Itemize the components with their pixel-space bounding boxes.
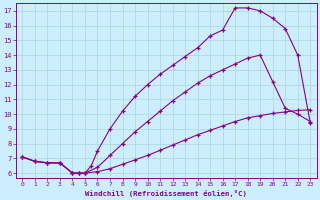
- X-axis label: Windchill (Refroidissement éolien,°C): Windchill (Refroidissement éolien,°C): [85, 190, 247, 197]
